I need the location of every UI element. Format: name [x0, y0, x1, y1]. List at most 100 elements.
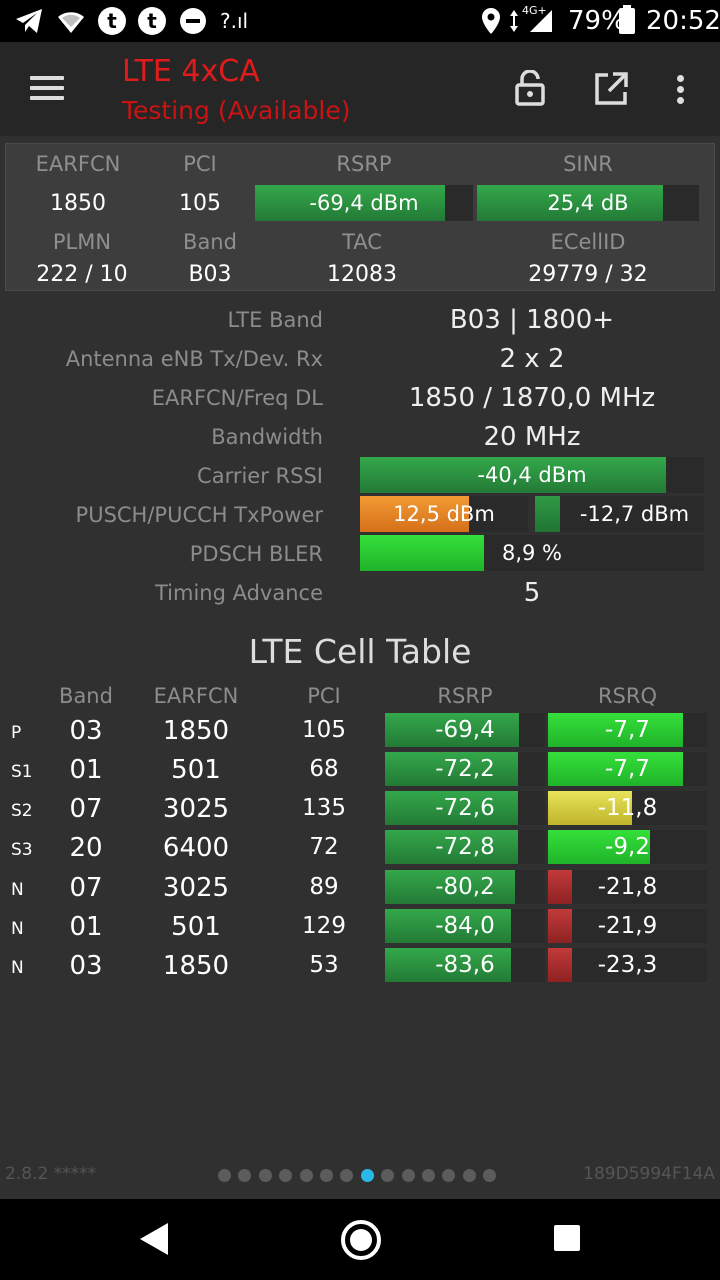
unlock-icon[interactable] [514, 70, 546, 106]
cell-type: P [11, 723, 22, 743]
summary-ecellid: 29779 / 32 [528, 262, 648, 287]
header-rsrp: RSRP [336, 152, 392, 176]
summary-sinr-value: 25,4 dB [547, 191, 629, 215]
header-tac: TAC [342, 230, 382, 254]
cell-pci: 89 [309, 874, 339, 900]
summary-earfcn: 1850 [50, 191, 106, 216]
cell-rsrq-value: -9,2 [605, 834, 650, 860]
col-header-earfcn: EARFCN [153, 684, 239, 708]
value-pdsch-bler: 8,9 % [501, 541, 563, 565]
back-icon[interactable] [138, 1221, 170, 1257]
signal-icon [510, 10, 552, 32]
header-pci: PCI [183, 152, 217, 176]
cell-rsrp-bar: -80,2 [385, 870, 545, 904]
label-pdsch-bler: PDSCH BLER [189, 542, 323, 566]
cell-type: S1 [11, 762, 33, 782]
network-tag: ?.ıl [220, 9, 249, 33]
value-pusch-txpower: 12,5 dBm [393, 502, 495, 526]
label-earfcn-freq: EARFCN/Freq DL [151, 386, 323, 410]
network-type: 4G+ [522, 4, 547, 17]
value-timing-advance: 5 [523, 578, 541, 608]
summary-sinr-bar: 25,4 dB [477, 185, 699, 221]
cell-rsrq-value: -7,7 [605, 717, 650, 743]
pucch-txpower-bar: -12,7 dBm [535, 496, 704, 532]
summary-pci: 105 [179, 191, 221, 216]
cell-earfcn: 1850 [162, 951, 230, 981]
page-dot[interactable] [483, 1169, 497, 1182]
cell-rsrq-bar: -7,7 [548, 713, 707, 747]
cell-earfcn: 501 [171, 755, 221, 785]
cell-rsrq-bar: -9,2 [548, 830, 707, 864]
col-header-pci: PCI [307, 684, 341, 708]
value-earfcn-freq: 1850 / 1870,0 MHz [408, 383, 656, 413]
cell-rsrp-value: -72,2 [435, 756, 495, 782]
cell-rsrp-bar: -69,4 [385, 713, 545, 747]
cell-rsrq-bar: -7,7 [548, 752, 707, 786]
page-dot[interactable] [381, 1169, 395, 1182]
pusch-txpower-bar: 12,5 dBm [360, 496, 528, 532]
battery-percent: 79% [568, 6, 626, 36]
summary-plmn: 222 / 10 [36, 262, 128, 287]
cell-pci: 72 [309, 834, 339, 860]
cell-rsrp-bar: -72,6 [385, 791, 545, 825]
home-icon[interactable] [341, 1220, 381, 1260]
recents-icon[interactable] [554, 1225, 580, 1251]
cell-pci: 129 [302, 913, 346, 939]
cell-type: S2 [11, 801, 33, 821]
page-dot[interactable] [238, 1169, 252, 1182]
value-lte-band: B03 | 1800+ [449, 305, 615, 335]
cell-type: N [11, 958, 24, 978]
cell-pci: 135 [302, 795, 346, 821]
cell-band: 01 [69, 912, 103, 942]
page-dot[interactable] [320, 1169, 333, 1182]
label-bandwidth: Bandwidth [211, 425, 323, 449]
app-subtitle: Testing (Available) [122, 96, 351, 125]
cell-type: S3 [11, 840, 33, 860]
cell-earfcn: 6400 [162, 833, 230, 863]
cell-rsrq-value: -23,3 [597, 952, 658, 978]
page-dot[interactable] [422, 1169, 435, 1182]
more-options-icon[interactable] [677, 75, 685, 105]
cell-rsrq-bar: -21,8 [548, 870, 707, 904]
cell-type: N [11, 880, 24, 900]
app-title: LTE 4xCA [122, 54, 260, 89]
clock: 20:52 [646, 6, 720, 36]
page-dot[interactable] [401, 1169, 415, 1182]
cell-table-title: LTE Cell Table [248, 632, 472, 671]
wifi-icon [58, 12, 84, 34]
cell-rsrp-bar: -83,6 [385, 948, 545, 982]
location-icon [482, 8, 500, 34]
cell-earfcn: 3025 [162, 794, 230, 824]
page-dot[interactable] [279, 1169, 293, 1182]
header-sinr: SINR [563, 152, 613, 176]
open-external-icon[interactable] [594, 72, 628, 106]
menu-icon[interactable] [30, 76, 64, 102]
summary-tac: 12083 [327, 262, 397, 287]
cell-earfcn: 3025 [162, 873, 230, 903]
cell-band: 03 [69, 716, 103, 746]
page-dot[interactable] [340, 1169, 354, 1182]
label-lte-band: LTE Band [227, 308, 324, 332]
summary-band: B03 [188, 262, 232, 287]
col-header-band: Band [59, 684, 113, 708]
page-dot[interactable] [258, 1169, 272, 1182]
page-dot[interactable] [462, 1169, 476, 1182]
t-app-icon: t [138, 7, 166, 35]
page-dot[interactable] [442, 1169, 456, 1182]
cell-rsrq-value: -11,8 [597, 795, 658, 821]
battery-icon [619, 5, 635, 34]
cell-band: 03 [69, 951, 103, 981]
cell-rsrq-value: -21,9 [597, 913, 658, 939]
cell-rsrq-value: -21,8 [597, 874, 658, 900]
app-bar [0, 42, 720, 136]
app-version: 2.8.2 ***** [5, 1164, 97, 1184]
value-bandwidth: 20 MHz [483, 422, 581, 452]
page-dot[interactable] [218, 1169, 231, 1182]
col-header-rsrp: RSRP [437, 684, 493, 708]
cell-rsrq-value: -7,7 [605, 756, 650, 782]
page-dot[interactable] [299, 1169, 313, 1182]
cell-rsrp-bar: -84,0 [385, 909, 545, 943]
cell-rsrq-bar: -11,8 [548, 791, 707, 825]
page-dot[interactable] [360, 1169, 374, 1182]
cell-rsrp-value: -72,6 [435, 795, 495, 821]
